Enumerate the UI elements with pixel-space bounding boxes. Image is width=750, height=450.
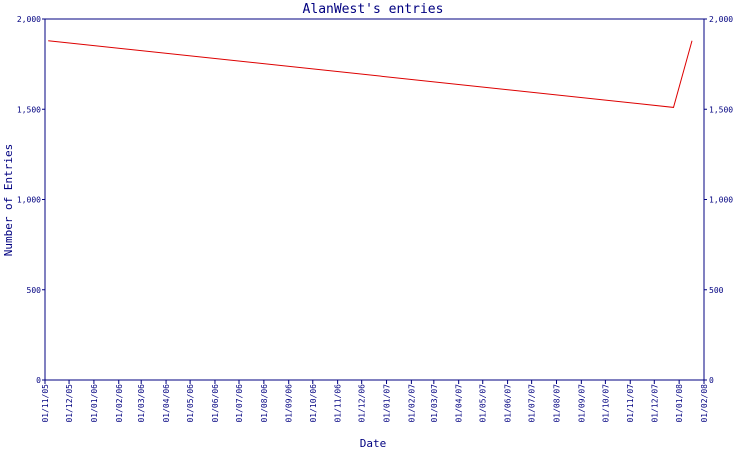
x-tick-label: 01/07/07 [528,384,537,423]
x-tick-label: 01/12/05 [65,384,74,423]
x-tick-label: 01/02/08 [700,384,709,423]
plot-frame [44,18,705,381]
x-tick-label: 01/02/06 [115,384,124,423]
y-tick-label-left: 2,000 [17,15,41,24]
y-tick-label-left: 1,000 [17,196,41,205]
x-axis-label: Date [360,437,387,450]
x-tick-label: 01/09/06 [285,384,294,423]
y-tick-label-left: 500 [27,286,42,295]
x-tick-label: 01/01/08 [675,384,684,423]
x-tick-label: 01/12/07 [650,384,659,423]
y-tick-label-right: 500 [709,286,724,295]
plot-area: 0 0 500 500 1,000 1,000 1,500 1,500 2,000 2,000 01… [17,15,733,423]
x-tick-label: 01/03/07 [430,384,439,423]
x-tick-label: 01/06/06 [211,384,220,423]
y-tick-label-right: 1,000 [709,196,733,205]
x-tick-label: 01/05/07 [479,384,488,423]
y-tick-label-left: 0 [36,376,41,385]
x-tick-label: 01/08/06 [260,384,269,423]
x-tick-label: 01/01/07 [383,384,392,423]
x-tick-label: 01/11/06 [334,384,343,423]
x-tick-label: 01/08/07 [552,384,561,423]
x-tick-label: 01/04/07 [455,384,464,423]
x-tick-label: 01/10/07 [601,384,610,423]
x-tick-label: 01/02/07 [407,384,416,423]
series-line [48,40,693,108]
y-tick-label-left: 1,500 [17,105,41,114]
x-tick-label: 01/01/06 [90,384,99,423]
chart-title: AlanWest's entries [303,2,444,17]
x-tick-label: 01/06/07 [504,384,513,423]
y-axis-label: Number of Entries [2,144,15,257]
x-tick-label: 01/05/06 [186,384,195,423]
y-tick-label-right: 2,000 [709,15,733,24]
x-tick-label: 01/07/06 [235,384,244,423]
x-tick-label: 01/03/06 [137,384,146,423]
y-tick-label-right: 0 [709,376,714,385]
x-tick-label: 01/10/06 [309,384,318,423]
x-tick-label: 01/04/06 [162,384,171,423]
x-tick-label: 01/12/06 [358,384,367,423]
x-tick-label: 01/11/05 [41,384,50,423]
y-tick-label-right: 1,500 [709,105,733,114]
x-tick-label: 01/09/07 [577,384,586,423]
x-tick-label: 01/11/07 [626,384,635,423]
